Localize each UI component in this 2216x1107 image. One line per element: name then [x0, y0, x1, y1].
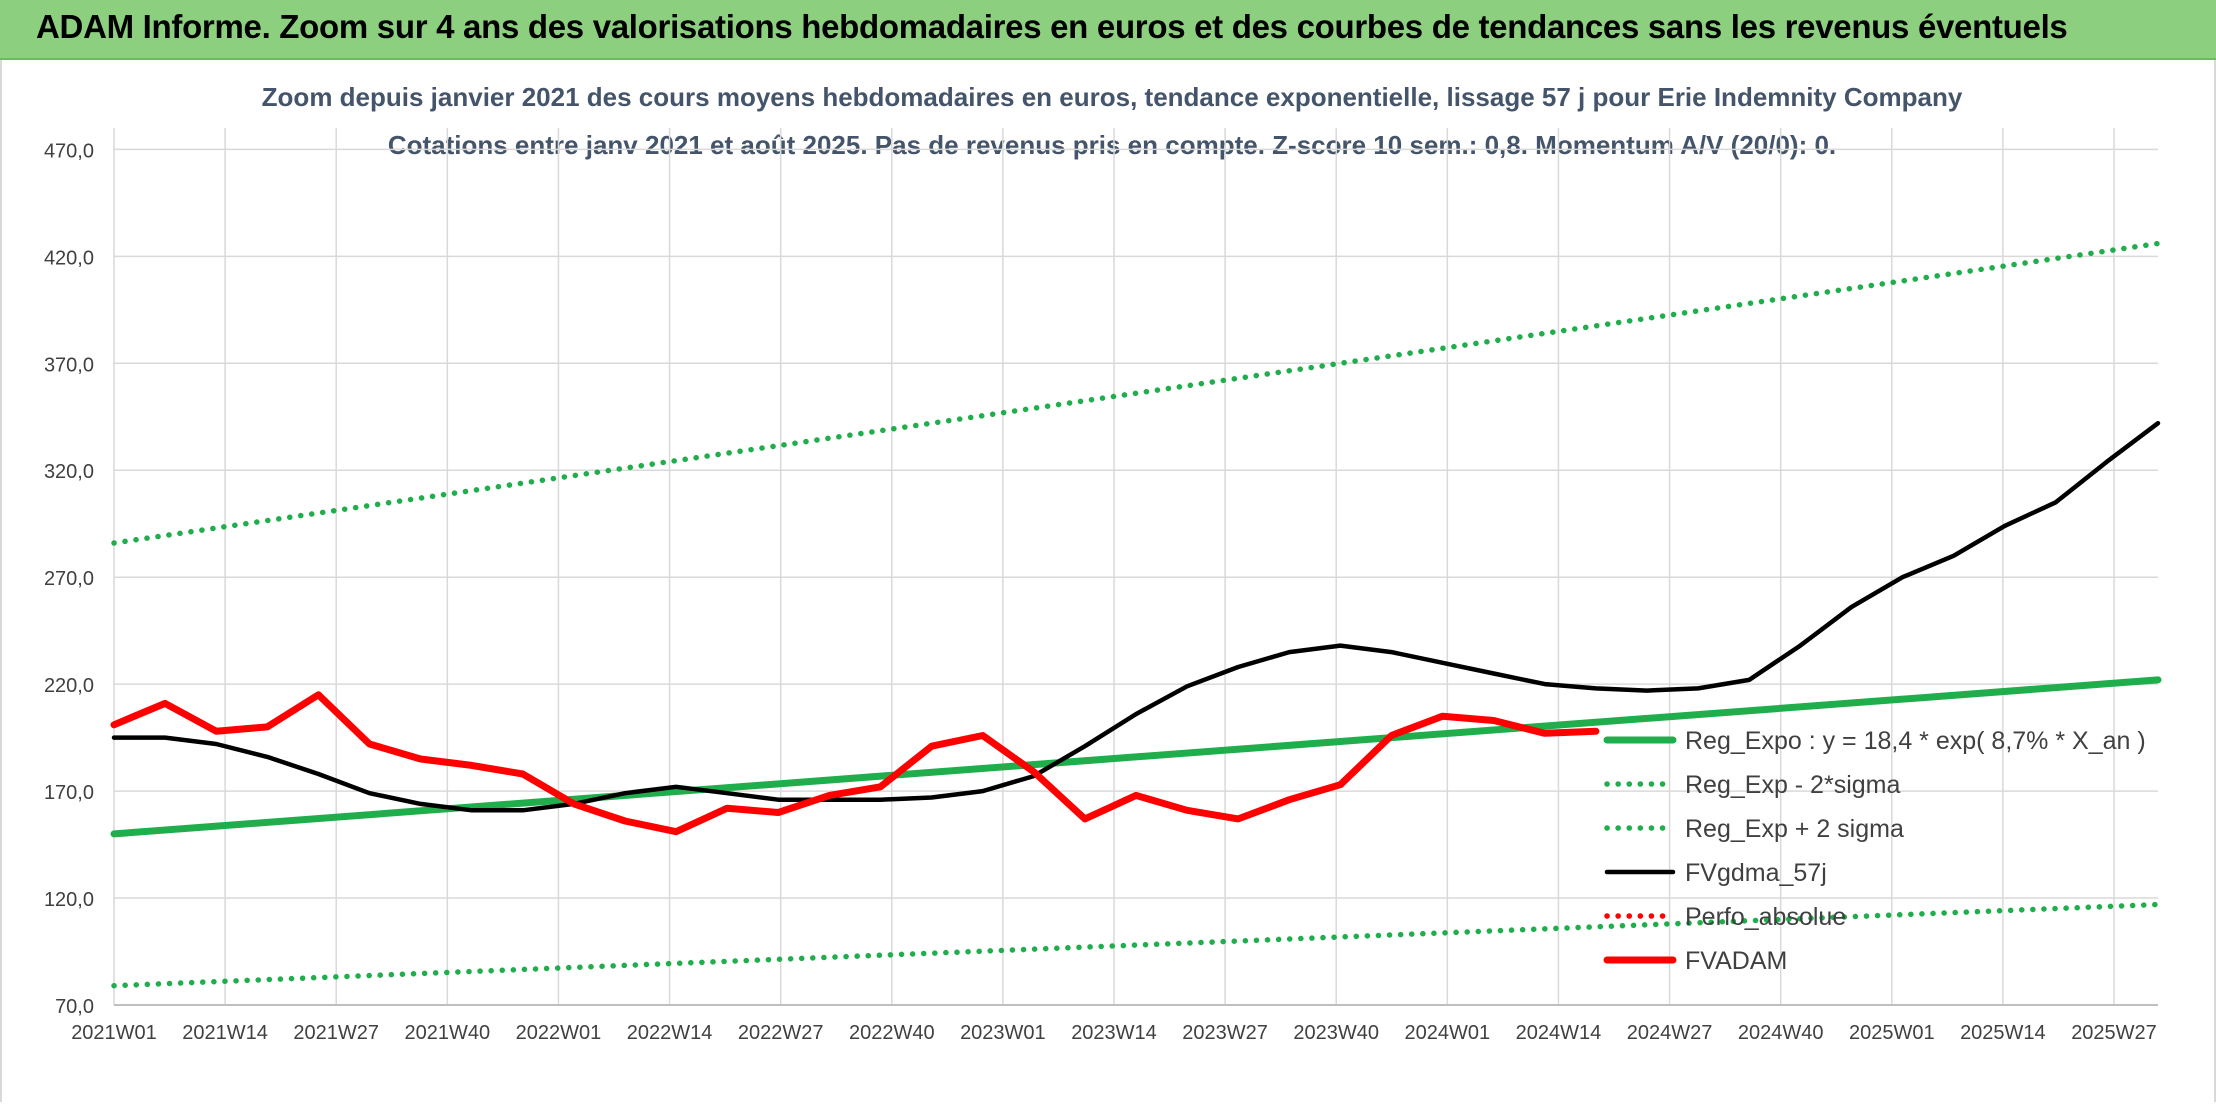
page-title: ADAM Informe. Zoom sur 4 ans des valoris…: [36, 8, 2068, 45]
x-axis-ticks: 2021W01 2021W14 2021W27 2021W40 2022W01 2022W…: [71, 1022, 2157, 1044]
x-tick-label: 2022W27: [738, 1022, 824, 1044]
y-axis-ticks: 70,0 120,0 170,0 220,0 270,0 320,0 370,0 420,0 4…: [44, 140, 94, 1018]
x-tick-label: 2025W27: [2071, 1022, 2157, 1044]
chart-subtitle: Cotations entre janv 2021 et août 2025. …: [388, 130, 1836, 160]
y-tick-label: 470,0: [44, 140, 94, 162]
chart-svg: Zoom depuis janvier 2021 des cours moyen…: [44, 82, 2162, 1044]
y-tick-label: 420,0: [44, 247, 94, 269]
series-line-5: [110, 691, 1600, 836]
legend-label-5: FVADAM: [1685, 947, 1787, 975]
legend-label-2: Reg_Exp + 2 sigma: [1685, 815, 1904, 843]
series-line-1: [111, 901, 2161, 989]
series-line-3: [111, 420, 2161, 813]
x-tick-label: 2025W14: [1960, 1022, 2046, 1044]
legend-label-1: Reg_Exp - 2*sigma: [1685, 771, 1900, 799]
x-tick-label: 2024W27: [1627, 1022, 1713, 1044]
chart-title: Zoom depuis janvier 2021 des cours moyen…: [262, 82, 1963, 112]
x-tick-label: 2024W14: [1516, 1022, 1602, 1044]
y-tick-label: 320,0: [44, 461, 94, 483]
x-tick-label: 2023W40: [1293, 1022, 1379, 1044]
x-tick-label: 2024W01: [1405, 1022, 1491, 1044]
header-banner: ADAM Informe. Zoom sur 4 ans des valoris…: [0, 0, 2216, 60]
y-tick-label: 270,0: [44, 568, 94, 590]
x-tick-label: 2023W01: [960, 1022, 1046, 1044]
x-tick-label: 2024W40: [1738, 1022, 1824, 1044]
y-tick-label: 120,0: [44, 889, 94, 911]
x-tick-label: 2021W01: [71, 1022, 157, 1044]
legend-label-0: Reg_Expo : y = 18,4 * exp( 8,7% * X_an ): [1685, 727, 2146, 755]
x-tick-label: 2022W14: [627, 1022, 713, 1044]
x-tick-label: 2022W01: [516, 1022, 602, 1044]
x-tick-label: 2021W40: [405, 1022, 491, 1044]
y-tick-label: 70,0: [55, 996, 94, 1018]
grid: [113, 128, 2158, 1006]
x-tick-label: 2022W40: [849, 1022, 935, 1044]
x-tick-label: 2023W14: [1071, 1022, 1157, 1044]
y-tick-label: 220,0: [44, 675, 94, 697]
chart-area: Zoom depuis janvier 2021 des cours moyen…: [0, 60, 2216, 1102]
legend-label-4: Perfo_absolue: [1685, 903, 1846, 931]
x-tick-label: 2021W27: [293, 1022, 379, 1044]
x-tick-label: 2025W01: [1849, 1022, 1935, 1044]
legend: Reg_Expo : y = 18,4 * exp( 8,7% * X_an )…: [1603, 727, 2146, 975]
legend-label-3: FVgdma_57j: [1685, 859, 1827, 887]
y-tick-label: 370,0: [44, 354, 94, 376]
x-tick-label: 2021W14: [182, 1022, 268, 1044]
series: [110, 240, 2162, 989]
y-tick-label: 170,0: [44, 782, 94, 804]
series-line-2: [111, 240, 2161, 546]
x-tick-label: 2023W27: [1182, 1022, 1268, 1044]
